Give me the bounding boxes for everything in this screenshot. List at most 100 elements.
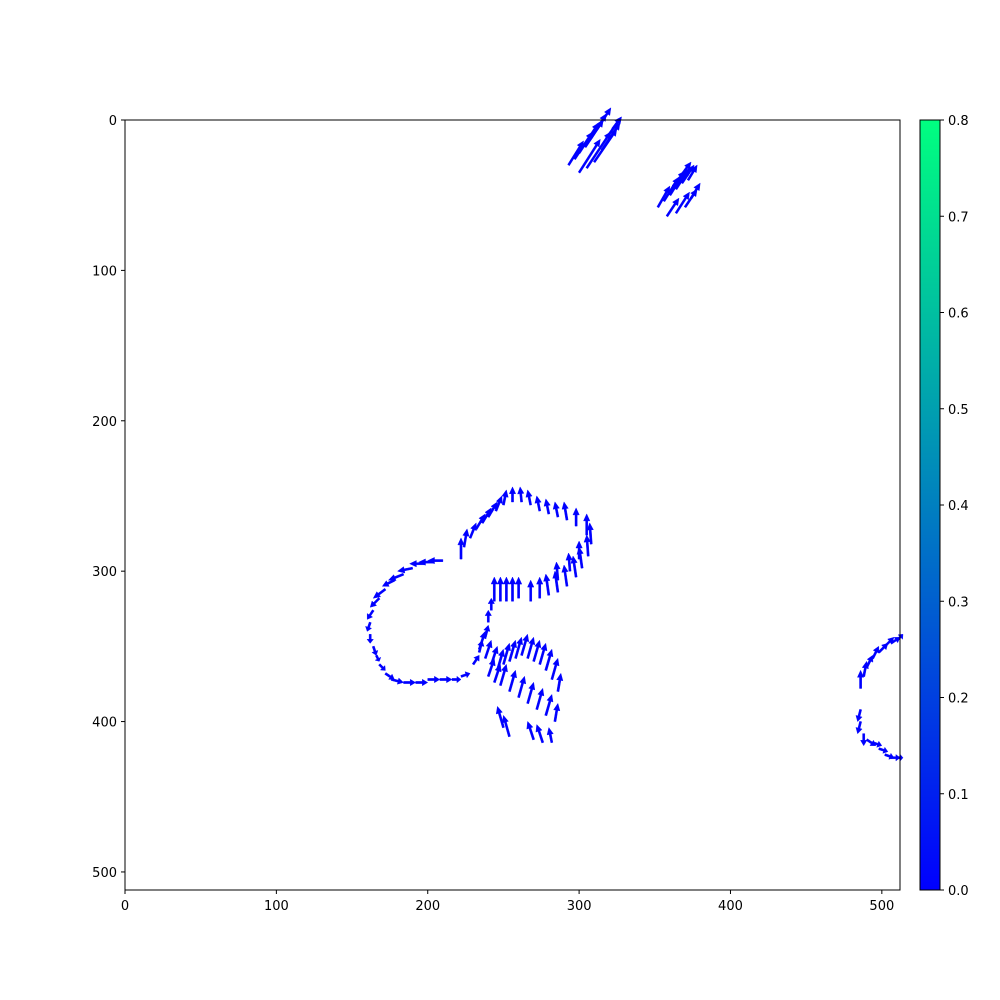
y-tick-label: 400 bbox=[92, 716, 117, 731]
quiver-arrow bbox=[857, 669, 865, 689]
quiver-arrow bbox=[415, 678, 429, 687]
quiver-arrow bbox=[527, 579, 535, 602]
colorbar-tick-label: 0.4 bbox=[948, 499, 969, 514]
colorbar-tick-label: 0.8 bbox=[948, 114, 969, 129]
quiver-arrow bbox=[508, 486, 517, 503]
quiver-arrow bbox=[409, 560, 425, 568]
quiver-arrow bbox=[502, 642, 511, 665]
quiver-arrow bbox=[526, 720, 535, 741]
quiver-arrow bbox=[525, 489, 533, 506]
quiver-arrow bbox=[517, 675, 527, 699]
quiver-arrow bbox=[487, 597, 495, 611]
quiver-arrow bbox=[543, 573, 551, 596]
colorbar: 0.0 0.1 0.2 0.3 0.4 0.5 0.6 0.7 0.8 bbox=[919, 114, 969, 899]
quiver-arrow bbox=[457, 537, 465, 560]
quiver-arrow bbox=[577, 138, 601, 174]
quiver-arrow bbox=[460, 671, 471, 679]
quiver-arrow bbox=[855, 709, 863, 722]
quiver-arrow bbox=[483, 639, 493, 659]
quiver-arrow bbox=[484, 609, 492, 623]
quiver-arrow bbox=[508, 639, 517, 662]
quiver-arrow bbox=[544, 693, 554, 717]
quiver-arrow bbox=[365, 621, 373, 632]
y-tick-label: 300 bbox=[92, 565, 117, 580]
quiver-arrow bbox=[680, 164, 695, 185]
quiver-arrow bbox=[403, 678, 416, 687]
x-tick-label: 300 bbox=[567, 899, 592, 914]
quiver-arrow bbox=[371, 645, 379, 656]
quiver-arrow bbox=[553, 702, 561, 722]
quiver-arrow bbox=[487, 501, 498, 518]
colorbar-tick-label: 0.5 bbox=[948, 403, 969, 418]
quiver-arrow bbox=[538, 642, 548, 665]
arrow-cluster-right-edge bbox=[855, 634, 904, 762]
quiver-arrow bbox=[665, 197, 680, 218]
plot-background bbox=[125, 120, 900, 890]
y-tick-label: 500 bbox=[92, 866, 117, 881]
x-axis: 0 100 200 300 400 500 bbox=[121, 890, 894, 914]
quiver-arrow bbox=[565, 552, 573, 572]
colorbar-tick-label: 0.7 bbox=[948, 210, 969, 225]
quiver-arrow bbox=[494, 495, 503, 512]
arrow-cluster-lower-lobe bbox=[477, 630, 564, 744]
quiver-arrow bbox=[499, 663, 508, 687]
quiver-arrow bbox=[543, 498, 551, 515]
quiver-arrow bbox=[871, 645, 880, 660]
quiver-arrow bbox=[526, 636, 536, 659]
quiver-arrow bbox=[575, 540, 583, 560]
quiver-arrow bbox=[502, 576, 510, 602]
quiver-arrow bbox=[550, 657, 560, 681]
quiver-arrow bbox=[439, 675, 453, 684]
quiver-arrow bbox=[501, 489, 509, 506]
x-tick-label: 400 bbox=[718, 899, 743, 914]
quiver-arrow bbox=[561, 564, 569, 587]
quiver-arrow bbox=[872, 740, 883, 748]
quiver-arrow bbox=[384, 672, 395, 680]
quiver-arrow bbox=[583, 534, 591, 557]
quiver-arrow bbox=[680, 161, 692, 176]
quiver-arrow bbox=[674, 191, 690, 215]
plot-frame bbox=[124, 119, 901, 891]
y-tick-label: 100 bbox=[92, 264, 117, 279]
y-axis: 0 100 200 300 400 500 bbox=[92, 114, 125, 881]
colorbar-tick-label: 0.6 bbox=[948, 307, 969, 322]
colorbar-tick-label: 0.1 bbox=[948, 788, 969, 803]
colorbar-tick-label: 0.0 bbox=[948, 884, 969, 899]
quiver-arrow bbox=[508, 669, 517, 693]
quiver-arrow bbox=[514, 636, 523, 659]
quiver-arrow bbox=[860, 733, 868, 747]
quiver-arrow bbox=[596, 107, 612, 130]
quiver-arrow bbox=[544, 648, 554, 671]
quiver-arrow bbox=[878, 746, 889, 754]
quiver-arrow bbox=[583, 513, 591, 536]
quiver-arrow bbox=[372, 588, 387, 599]
quiver-arrow bbox=[520, 633, 530, 656]
quiver-arrow bbox=[546, 727, 554, 744]
quiver-arrow bbox=[369, 597, 381, 608]
quiver-arrow bbox=[515, 576, 523, 599]
quiver-arrow bbox=[486, 657, 496, 678]
quiver-arrow bbox=[552, 501, 560, 518]
quiver-arrow bbox=[535, 724, 545, 744]
colorbar-gradient bbox=[919, 119, 941, 891]
colorbar-tick-label: 0.2 bbox=[948, 692, 969, 707]
quiver-arrow bbox=[374, 654, 382, 662]
quiver-arrow bbox=[496, 576, 504, 602]
quiver-arrow bbox=[397, 566, 414, 574]
quiver-arrow bbox=[502, 714, 511, 738]
quiver-arrow bbox=[556, 672, 564, 692]
arrow-cluster-left-loop bbox=[365, 557, 495, 687]
quiver-arrow bbox=[366, 634, 374, 644]
quiver-arrow bbox=[468, 522, 477, 539]
quiver-arrow bbox=[855, 721, 863, 735]
quiver-arrow bbox=[689, 182, 701, 200]
x-tick-label: 200 bbox=[415, 899, 440, 914]
arrow-cluster-upper-loop bbox=[457, 486, 594, 602]
quiver-arrow bbox=[462, 528, 470, 548]
quiver-arrow bbox=[493, 663, 502, 684]
quiver-arrow bbox=[890, 754, 901, 762]
quiver-arrow bbox=[367, 609, 375, 620]
quiver-arrow bbox=[534, 495, 542, 512]
arrow-cluster-top-center bbox=[567, 107, 622, 174]
